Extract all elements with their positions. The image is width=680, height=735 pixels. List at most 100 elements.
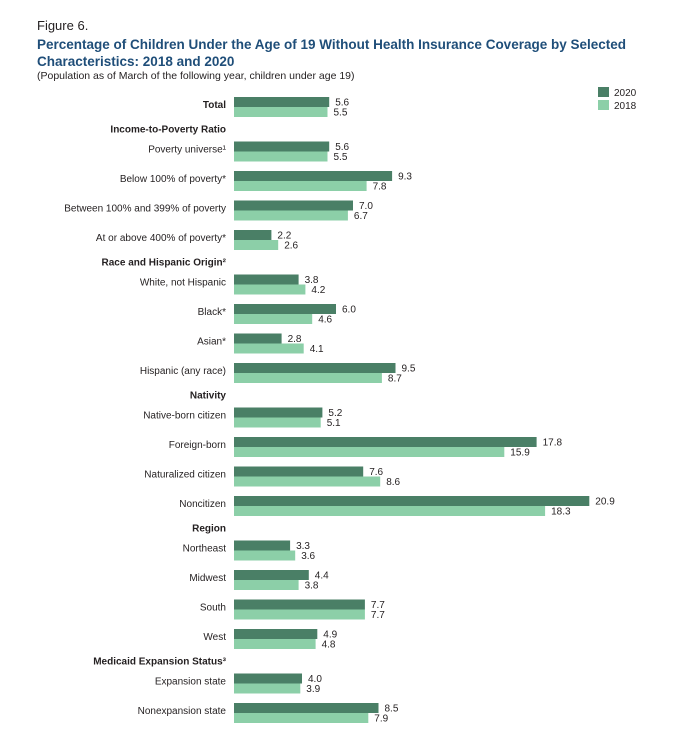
data-label-2018: 3.8: [305, 581, 319, 592]
bar-2018: [234, 107, 328, 117]
data-label-2020: 20.9: [595, 497, 615, 508]
data-label-2018: 7.7: [371, 610, 385, 621]
bar-2018: [234, 683, 301, 694]
legend-swatch-2018: [598, 100, 609, 110]
data-label-2018: 4.6: [318, 315, 332, 326]
bar-2020: [234, 333, 282, 344]
data-label-2020: 7.0: [359, 201, 373, 212]
bar-2018: [234, 550, 296, 561]
data-label-2018: 7.9: [374, 714, 388, 725]
bar-2020: [234, 599, 365, 610]
bar-2020: [234, 540, 291, 551]
category-label: West: [203, 632, 226, 643]
bar-2018: [234, 609, 365, 620]
bar-2018: [234, 181, 367, 191]
bar-2020: [234, 629, 318, 639]
figure-label: Figure 6.: [37, 18, 89, 33]
data-label-2018: 5.1: [327, 418, 341, 429]
data-label-2020: 5.6: [335, 142, 349, 153]
bar-2018: [234, 506, 546, 516]
group-heading: Medicaid Expansion Status³: [93, 657, 226, 668]
legend-label: 2018: [614, 101, 637, 112]
bar-2018: [234, 447, 505, 457]
data-label-2020: 4.9: [323, 630, 337, 641]
data-label-2020: 2.2: [277, 231, 291, 242]
bar-2020: [234, 407, 323, 418]
data-label-2018: 8.6: [386, 477, 400, 488]
data-label-2020: 4.0: [308, 674, 322, 685]
bar-2018: [234, 639, 316, 649]
group-heading: Race and Hispanic Origin²: [102, 258, 227, 269]
bar-2018: [234, 343, 304, 354]
category-label: Foreign-born: [169, 440, 226, 451]
bar-2018: [234, 284, 306, 295]
bar-2020: [234, 363, 396, 373]
data-label-2020: 3.3: [296, 541, 310, 552]
data-label-2020: 2.8: [288, 334, 302, 345]
category-label: Below 100% of poverty*: [120, 174, 226, 185]
group-heading: Nativity: [190, 391, 227, 402]
category-label: Between 100% and 399% of poverty: [64, 204, 226, 215]
bar-2018: [234, 240, 279, 250]
bar-2020: [234, 496, 590, 506]
bar-2018: [234, 151, 328, 162]
data-label-2020: 7.7: [371, 600, 385, 611]
data-label-2020: 4.4: [315, 571, 329, 582]
chart-title: Percentage of Children Under the Age of …: [37, 37, 627, 69]
category-label: Asian*: [197, 337, 226, 348]
legend-swatch-2020: [598, 87, 609, 97]
category-label: Total: [203, 100, 226, 111]
data-label-2018: 6.7: [354, 211, 368, 222]
category-label: Northeast: [183, 544, 227, 555]
category-label: Noncitizen: [179, 499, 226, 510]
bar-2018: [234, 314, 313, 324]
data-label-2020: 9.5: [402, 364, 416, 375]
category-label: Poverty universe¹: [148, 145, 226, 156]
category-label: White, not Hispanic: [140, 278, 226, 289]
category-label: At or above 400% of poverty*: [96, 233, 226, 244]
bar-2018: [234, 373, 382, 383]
data-label-2018: 4.8: [322, 640, 336, 651]
bar-2020: [234, 437, 537, 447]
data-label-2018: 4.2: [311, 285, 325, 296]
group-heading: Region: [192, 524, 226, 535]
data-label-2018: 15.9: [510, 448, 530, 459]
bar-2018: [234, 476, 381, 487]
data-label-2020: 5.2: [328, 408, 342, 419]
data-label-2020: 17.8: [543, 438, 563, 449]
bar-2020: [234, 171, 393, 181]
data-label-2020: 6.0: [342, 305, 356, 316]
bar-2020: [234, 570, 309, 580]
category-label: Nonexpansion state: [138, 706, 227, 717]
bar-2020: [234, 274, 299, 285]
bar-2018: [234, 210, 348, 221]
category-label: Hispanic (any race): [140, 366, 226, 377]
data-label-2018: 3.9: [306, 684, 320, 695]
group-heading: Income-to-Poverty Ratio: [110, 125, 226, 136]
bar-2020: [234, 673, 302, 684]
data-label-2018: 5.5: [334, 108, 348, 119]
data-label-2018: 4.1: [310, 344, 324, 355]
category-label: Midwest: [189, 573, 226, 584]
category-label: South: [200, 603, 226, 614]
bar-2020: [234, 200, 353, 211]
chart-subtitle: (Population as of March of the following…: [37, 70, 355, 82]
bar-2020: [234, 97, 330, 107]
data-label-2020: 3.8: [305, 275, 319, 286]
bar-2018: [234, 417, 321, 428]
data-label-2018: 3.6: [301, 551, 315, 562]
bar-2020: [234, 304, 336, 314]
data-label-2020: 9.3: [398, 172, 412, 183]
data-label-2020: 5.6: [335, 98, 349, 109]
data-label-2018: 18.3: [551, 507, 571, 518]
data-label-2020: 7.6: [369, 467, 383, 478]
data-label-2018: 7.8: [373, 182, 387, 193]
category-label: Native-born citizen: [143, 411, 226, 422]
data-label-2018: 5.5: [334, 152, 348, 163]
category-label: Black*: [198, 307, 226, 318]
bar-2020: [234, 466, 364, 477]
bar-2018: [234, 580, 299, 590]
bar-2020: [234, 141, 330, 152]
category-label: Naturalized citizen: [144, 470, 226, 481]
